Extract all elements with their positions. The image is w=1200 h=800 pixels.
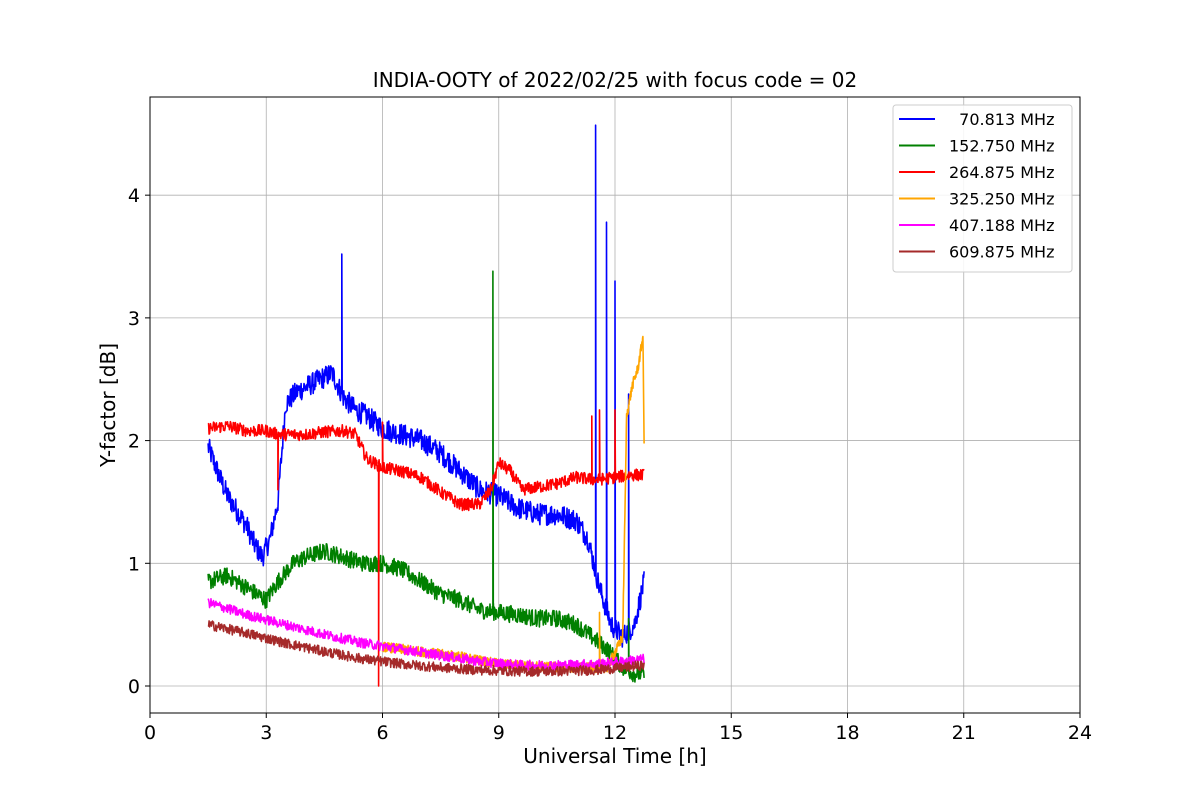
- y-tick-label: 3: [128, 308, 140, 330]
- series-6: [207, 620, 645, 677]
- legend-item: 70.813 MHz: [899, 110, 1054, 129]
- x-tick-label: 9: [493, 722, 505, 744]
- x-tick-label: 21: [952, 722, 976, 744]
- y-axis-title: Y-factor [dB]: [96, 343, 120, 468]
- x-tick-label: 18: [835, 722, 859, 744]
- x-axis-title: Universal Time [h]: [523, 744, 706, 768]
- series-5: [207, 598, 645, 671]
- series-line-6: [207, 620, 645, 677]
- legend-label: 70.813 MHz: [949, 110, 1054, 129]
- x-tick-label: 3: [260, 722, 272, 744]
- legend-label: 609.875 MHz: [949, 243, 1054, 262]
- legend-item: 407.188 MHz: [899, 216, 1054, 235]
- series-line-1: [207, 124, 645, 648]
- legend-item: 264.875 MHz: [899, 163, 1054, 182]
- x-tick-label: 0: [144, 722, 156, 744]
- x-tick-label: 6: [376, 722, 388, 744]
- legend-label: 407.188 MHz: [949, 216, 1054, 235]
- legend-label: 325.250 MHz: [949, 190, 1054, 209]
- series-line-5: [207, 598, 645, 671]
- y-tick-label: 0: [128, 676, 140, 698]
- legend-item: 325.250 MHz: [899, 190, 1054, 209]
- legend-item: 152.750 MHz: [899, 137, 1054, 156]
- x-tick-label: 24: [1068, 722, 1092, 744]
- y-tick-label: 2: [128, 431, 140, 453]
- chart-title: INDIA-OOTY of 2022/02/25 with focus code…: [373, 68, 857, 92]
- y-tick-label: 1: [128, 553, 140, 575]
- legend: 70.813 MHz 152.750 MHz 264.875 MHz 325.250 …: [892, 104, 1073, 273]
- y-tick-label: 4: [128, 185, 140, 207]
- x-tick-label: 12: [603, 722, 627, 744]
- series-line-3: [207, 409, 645, 687]
- legend-label: 152.750 MHz: [949, 137, 1054, 156]
- series-3: [207, 409, 645, 687]
- legend-item: 609.875 MHz: [899, 243, 1054, 262]
- series-line-2: [207, 270, 645, 683]
- series-layer: [207, 124, 645, 687]
- legend-box: [892, 104, 1073, 273]
- legend-label: 264.875 MHz: [949, 163, 1054, 182]
- x-tick-label: 15: [719, 722, 743, 744]
- series-2: [207, 270, 645, 683]
- series-1: [207, 124, 645, 648]
